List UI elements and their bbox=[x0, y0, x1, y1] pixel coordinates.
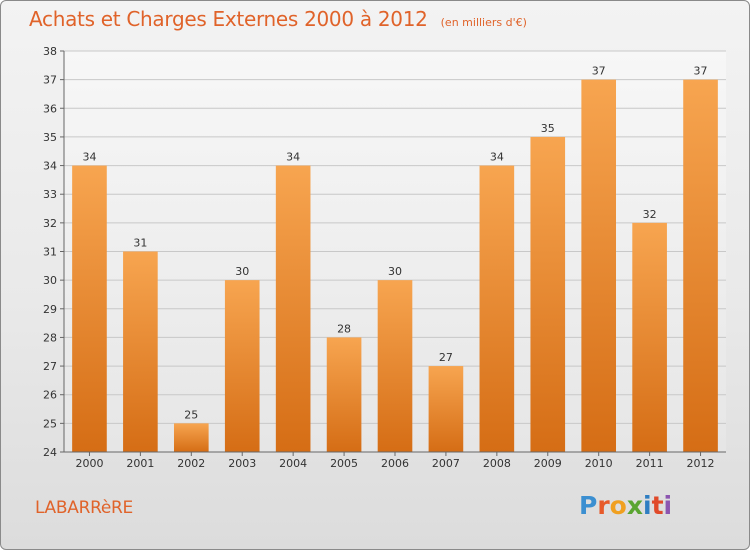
labels: 24 25 26 27 28 29 30 31 32 33 34 35 36 37 38 34 2000 31 20… bbox=[43, 45, 715, 470]
axes bbox=[63, 51, 726, 456]
bar bbox=[530, 136, 566, 452]
y-tick-label: 36 bbox=[43, 102, 57, 115]
logo-letter: i bbox=[663, 491, 673, 520]
x-tick-label: 2008 bbox=[483, 457, 511, 470]
bar-value-label: 30 bbox=[235, 265, 249, 278]
x-tick-label: 2010 bbox=[585, 457, 613, 470]
logo-letter: o bbox=[609, 491, 627, 520]
x-tick-label: 2006 bbox=[381, 457, 409, 470]
bar-value-label: 34 bbox=[82, 151, 96, 164]
bar-value-label: 25 bbox=[184, 408, 198, 421]
y-tick-label: 28 bbox=[43, 331, 57, 344]
logo-letter: x bbox=[626, 491, 643, 520]
bar bbox=[377, 280, 413, 452]
bar bbox=[428, 366, 464, 452]
bar bbox=[173, 423, 209, 452]
y-tick-label: 31 bbox=[43, 246, 57, 259]
bar-value-label: 27 bbox=[439, 351, 453, 364]
y-tick-label: 25 bbox=[43, 417, 57, 430]
y-tick-label: 26 bbox=[43, 389, 57, 402]
logo-letter: r bbox=[597, 491, 610, 520]
bar-value-label: 37 bbox=[592, 65, 606, 78]
x-tick-label: 2007 bbox=[432, 457, 460, 470]
y-tick-label: 35 bbox=[43, 131, 57, 144]
y-tick-label: 37 bbox=[43, 74, 57, 87]
bar-chart: 24 25 26 27 28 29 30 31 32 33 34 35 36 37 38 34 2000 31 20… bbox=[43, 45, 726, 470]
y-tick-label: 24 bbox=[43, 446, 57, 459]
chart-subtitle: (en milliers d'€) bbox=[440, 16, 527, 29]
x-tick-label: 2002 bbox=[177, 457, 205, 470]
x-tick-label: 2009 bbox=[534, 457, 562, 470]
bar-value-label: 28 bbox=[337, 322, 351, 335]
bar bbox=[123, 251, 158, 452]
bar-value-label: 32 bbox=[643, 208, 657, 221]
bar-value-label: 34 bbox=[286, 151, 300, 164]
bars bbox=[72, 79, 718, 453]
x-tick-label: 2005 bbox=[330, 457, 358, 470]
bar bbox=[326, 337, 362, 452]
logo-letter: P bbox=[579, 491, 598, 520]
x-tick-label: 2000 bbox=[75, 457, 103, 470]
y-tick-label: 33 bbox=[43, 188, 57, 201]
x-tick-label: 2003 bbox=[228, 457, 256, 470]
bar bbox=[479, 165, 515, 453]
town-name: LABARRèRE bbox=[35, 498, 133, 518]
bar bbox=[224, 280, 260, 452]
x-tick-label: 2012 bbox=[687, 457, 715, 470]
y-tick-label: 32 bbox=[43, 217, 57, 230]
x-tick-label: 2004 bbox=[279, 457, 307, 470]
bar-value-label: 31 bbox=[133, 237, 147, 250]
bar-value-label: 37 bbox=[694, 65, 708, 78]
bar-value-label: 30 bbox=[388, 265, 402, 278]
chart-title-block: Achats et Charges Externes 2000 à 2012 (… bbox=[29, 7, 527, 31]
chart-title: Achats et Charges Externes 2000 à 2012 bbox=[29, 7, 428, 31]
bar bbox=[72, 165, 107, 453]
bar bbox=[581, 79, 617, 453]
bar-value-label: 34 bbox=[490, 151, 504, 164]
y-tick-label: 34 bbox=[43, 160, 57, 173]
x-tick-label: 2001 bbox=[126, 457, 154, 470]
bar bbox=[275, 165, 311, 453]
y-tick-label: 29 bbox=[43, 303, 57, 316]
bar bbox=[632, 222, 667, 452]
y-tick-label: 38 bbox=[43, 45, 57, 58]
logo-letter: i bbox=[643, 491, 652, 520]
proxiti-logo: Proxiti bbox=[579, 491, 672, 520]
bar-value-label: 35 bbox=[541, 122, 555, 135]
logo-letter: t bbox=[651, 491, 664, 520]
x-tick-label: 2011 bbox=[636, 457, 664, 470]
y-tick-label: 27 bbox=[43, 360, 57, 373]
bar bbox=[683, 79, 718, 453]
y-tick-label: 30 bbox=[43, 274, 57, 287]
